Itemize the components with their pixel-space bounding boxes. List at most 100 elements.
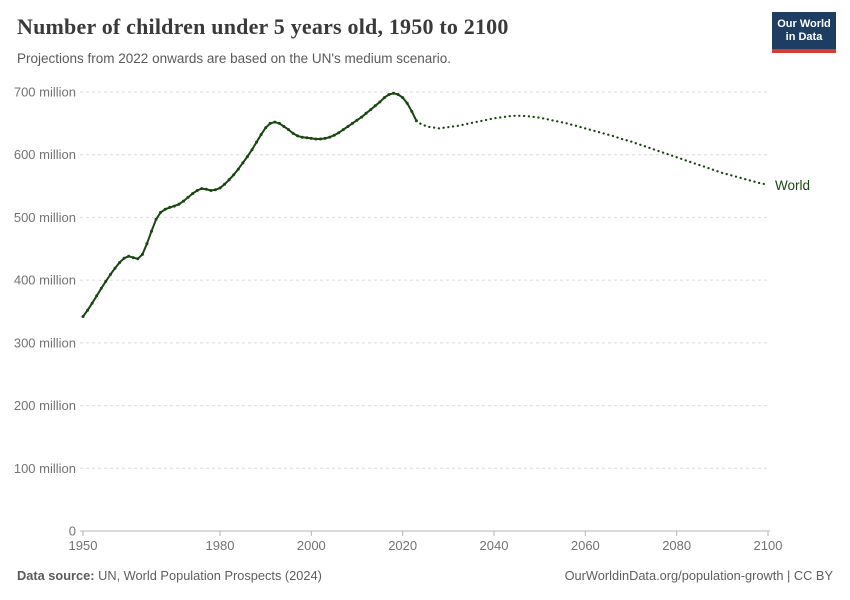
data-point-marker[interactable] (113, 266, 117, 270)
data-point-marker[interactable] (195, 189, 199, 192)
data-point-marker[interactable] (259, 133, 263, 137)
x-axis-tick-label: 2060 (571, 538, 600, 553)
data-point-marker[interactable] (396, 93, 400, 96)
data-point-marker[interactable] (277, 121, 281, 125)
data-point-marker[interactable] (204, 187, 208, 191)
data-point-marker[interactable] (163, 207, 167, 211)
data-point-marker[interactable] (264, 126, 268, 130)
data-source-text: UN, World Population Prospects (2024) (94, 568, 322, 583)
data-point-marker[interactable] (159, 210, 163, 214)
data-point-marker[interactable] (401, 96, 405, 100)
data-point-marker[interactable] (382, 96, 386, 100)
data-point-marker[interactable] (332, 133, 336, 137)
data-point-marker[interactable] (86, 308, 90, 312)
data-point-marker[interactable] (273, 120, 277, 124)
data-point-marker[interactable] (227, 178, 231, 182)
data-source-label: Data source: (17, 568, 95, 583)
data-point-marker[interactable] (309, 136, 313, 140)
data-point-marker[interactable] (191, 192, 195, 196)
y-axis-tick-label: 100 million (14, 461, 76, 476)
x-axis-tick-label: 2080 (662, 538, 691, 553)
data-point-marker[interactable] (346, 125, 350, 128)
data-point-marker[interactable] (319, 137, 322, 141)
data-point-marker[interactable] (300, 135, 304, 139)
data-point-marker[interactable] (122, 256, 126, 260)
data-point-marker[interactable] (314, 137, 318, 141)
data-point-marker[interactable] (250, 148, 254, 152)
data-point-marker[interactable] (323, 136, 327, 140)
data-point-marker[interactable] (241, 161, 245, 165)
data-point-marker[interactable] (99, 286, 103, 290)
data-point-marker[interactable] (182, 199, 185, 203)
data-point-marker[interactable] (108, 273, 112, 276)
series-entity-label[interactable]: World (775, 178, 810, 193)
data-point-marker[interactable] (341, 128, 345, 132)
data-point-marker[interactable] (373, 104, 377, 108)
x-axis-tick-label: 2100 (754, 538, 783, 553)
data-point-marker[interactable] (364, 111, 368, 115)
x-axis-tick-label: 1950 (69, 538, 98, 553)
data-point-marker[interactable] (296, 134, 300, 138)
y-axis-tick-label: 300 million (14, 335, 76, 350)
data-point-marker[interactable] (305, 136, 309, 140)
data-point-marker[interactable] (369, 108, 373, 112)
y-axis-tick-label: 500 million (14, 210, 76, 225)
x-axis-tick-label: 2000 (297, 538, 326, 553)
data-point-marker[interactable] (232, 173, 236, 177)
owid-logo-line1: Our World (777, 18, 831, 30)
data-point-marker[interactable] (154, 217, 158, 221)
data-point-marker[interactable] (236, 167, 240, 171)
data-point-marker[interactable] (131, 256, 135, 260)
data-point-marker[interactable] (168, 205, 172, 209)
data-point-marker[interactable] (360, 115, 364, 119)
series-line-projection[interactable] (415, 114, 770, 186)
y-axis-tick-label: 0 (69, 524, 76, 539)
data-point-marker[interactable] (328, 135, 332, 139)
chart-footer: Data source: UN, World Population Prospe… (17, 568, 833, 583)
data-point-marker[interactable] (282, 125, 286, 128)
data-point-marker[interactable] (200, 187, 204, 191)
data-point-marker[interactable] (392, 91, 395, 95)
data-point-marker[interactable] (150, 229, 153, 233)
data-point-marker[interactable] (140, 252, 144, 256)
data-point-marker[interactable] (136, 257, 140, 261)
data-point-marker[interactable] (291, 131, 295, 135)
owid-logo[interactable]: Our World in Data (772, 12, 836, 53)
data-point-marker[interactable] (350, 121, 354, 125)
data-point-marker[interactable] (405, 101, 409, 105)
data-source: Data source: UN, World Population Prospe… (17, 568, 322, 583)
data-point-marker[interactable] (378, 100, 382, 104)
data-point-marker[interactable] (287, 128, 290, 132)
page-title: Number of children under 5 years old, 19… (17, 14, 509, 39)
data-point-marker[interactable] (218, 186, 222, 190)
data-point-marker[interactable] (410, 109, 414, 113)
data-point-marker[interactable] (172, 204, 176, 208)
data-point-marker[interactable] (255, 140, 258, 144)
data-point-marker[interactable] (90, 301, 94, 305)
data-point-marker[interactable] (213, 188, 217, 192)
y-axis-tick-label: 200 million (14, 398, 76, 413)
data-point-marker[interactable] (186, 195, 190, 199)
chart-subtitle: Projections from 2022 onwards are based … (17, 51, 452, 66)
data-point-marker[interactable] (145, 242, 149, 246)
data-point-marker[interactable] (337, 131, 341, 135)
x-axis-tick-label: 2040 (480, 538, 509, 553)
owid-logo-line2: in Data (785, 31, 823, 43)
y-axis-tick-label: 400 million (14, 273, 76, 288)
data-point-marker[interactable] (355, 118, 359, 122)
data-point-marker[interactable] (387, 93, 391, 96)
data-point-marker[interactable] (118, 261, 121, 265)
data-point-marker[interactable] (245, 155, 249, 159)
data-point-marker[interactable] (223, 182, 227, 186)
series-line-historical[interactable] (82, 92, 418, 318)
y-axis-tick-label: 600 million (14, 147, 76, 162)
footer-citation-link[interactable]: OurWorldinData.org/population-growth | C… (564, 568, 833, 583)
data-point-marker[interactable] (209, 189, 213, 192)
data-point-marker[interactable] (104, 279, 108, 283)
data-point-marker[interactable] (177, 202, 181, 206)
data-point-marker[interactable] (95, 294, 99, 298)
data-point-marker[interactable] (127, 254, 131, 258)
data-point-marker[interactable] (268, 121, 272, 125)
data-point-marker[interactable] (81, 315, 85, 318)
